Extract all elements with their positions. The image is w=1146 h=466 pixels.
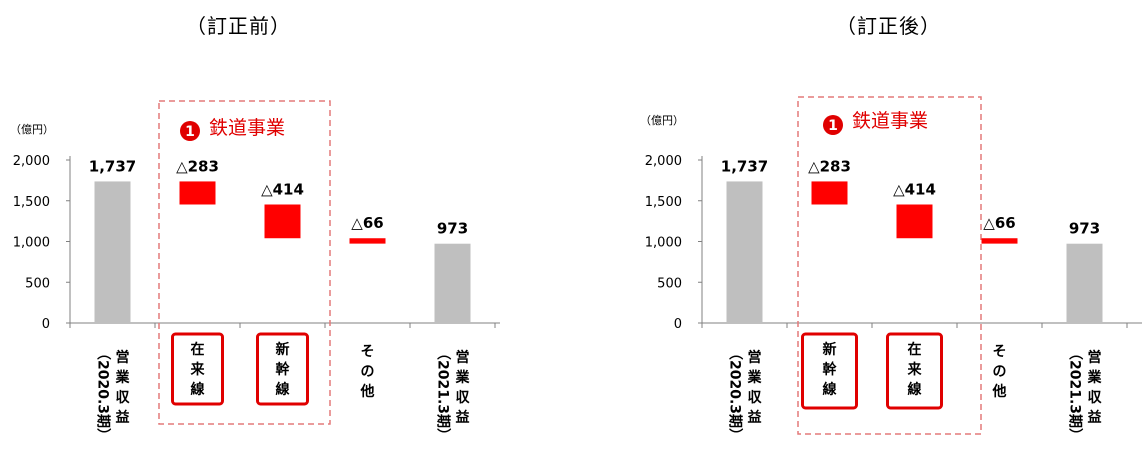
bar-decrease <box>264 204 301 239</box>
group-title: 鉄道事業 <box>852 110 928 132</box>
group-number: 1 <box>828 118 838 134</box>
bar-value-label: 1,737 <box>721 157 768 175</box>
bar-value-label: 1,737 <box>89 157 136 175</box>
panel-title-before: （訂正前） <box>186 14 291 38</box>
y-tick-label: 500 <box>657 276 682 291</box>
category-label-char: 収 <box>116 389 131 406</box>
group-number: 1 <box>185 124 195 140</box>
category-label-char: 業 <box>115 369 131 386</box>
category-highlight-box <box>171 332 224 406</box>
y-tick-label: 2,000 <box>645 154 682 169</box>
category-label-char: 益 <box>748 409 762 426</box>
category-label-char: 来 <box>907 362 923 378</box>
unit-label: （億円） <box>10 123 54 136</box>
category-highlight-box <box>256 332 309 406</box>
category-label-char: 業 <box>747 369 763 386</box>
bar-value-label: 973 <box>437 220 468 238</box>
bar-total <box>1066 243 1103 323</box>
category-label-char: 業 <box>455 369 471 386</box>
bar-value-label: △66 <box>351 214 383 232</box>
bar-decrease <box>349 238 386 244</box>
category-label-char: 他 <box>992 383 1007 400</box>
y-tick-label: 1,000 <box>13 236 50 251</box>
unit-label: （億円） <box>640 114 684 127</box>
group-title: 鉄道事業 <box>209 117 285 139</box>
y-tick-label: 1,500 <box>645 195 682 210</box>
bar-decrease <box>981 238 1018 244</box>
category-label-char: 益 <box>116 409 130 426</box>
category-sub-label: （2021.3期） <box>435 346 451 442</box>
bar-total <box>726 181 763 323</box>
y-tick-label: 0 <box>42 317 50 332</box>
panel-title-after: （訂正後） <box>836 14 941 38</box>
category-label-char: 線 <box>191 381 205 398</box>
category-label-char: 幹 <box>276 361 291 378</box>
y-tick-label: 2,000 <box>13 154 50 169</box>
y-tick-label: 1,500 <box>13 195 50 210</box>
bar-total <box>434 243 471 323</box>
category-label-char: 営 <box>456 349 470 366</box>
category-label-char: 新 <box>276 341 290 358</box>
bar-value-label: △283 <box>176 157 219 175</box>
category-label-char: の <box>993 364 1007 380</box>
category-label-char: 営 <box>1088 349 1102 366</box>
category-highlight-box <box>886 332 943 410</box>
railway-group-box <box>797 96 982 435</box>
category-label-char: 収 <box>456 389 471 406</box>
category-label-char: 業 <box>1087 369 1103 386</box>
category-label-char: 線 <box>276 381 290 398</box>
category-label-char: 営 <box>116 349 130 366</box>
y-tick-label: 0 <box>674 317 682 332</box>
category-label-char: 在 <box>191 341 205 358</box>
category-label-char: そ <box>361 344 375 360</box>
category-label-char: 幹 <box>823 361 838 378</box>
category-label-char: 線 <box>823 381 837 398</box>
bar-decrease <box>896 204 933 239</box>
category-label-char: そ <box>993 344 1007 360</box>
y-tick-label: 1,000 <box>645 236 682 251</box>
category-label-char: 益 <box>456 409 470 426</box>
bar-value-label: △283 <box>808 157 851 175</box>
bar-value-label: △414 <box>261 180 304 198</box>
bar-decrease <box>811 181 848 205</box>
category-label-char: 営 <box>748 349 762 366</box>
railway-group-box <box>158 100 331 425</box>
category-sub-label: （2021.3期） <box>1067 346 1083 442</box>
category-label-char: 線 <box>908 381 922 398</box>
y-tick-label: 500 <box>25 276 50 291</box>
category-label-char: 在 <box>908 341 922 358</box>
category-label-char: の <box>361 364 375 380</box>
category-label-char: 他 <box>360 383 375 400</box>
category-sub-label: （2020.3期） <box>95 346 111 442</box>
bar-value-label: △66 <box>983 214 1015 232</box>
category-label-char: 収 <box>1088 389 1103 406</box>
category-label-char: 新 <box>823 341 837 358</box>
category-highlight-box <box>801 332 858 410</box>
category-label-char: 来 <box>190 362 206 378</box>
bar-value-label: 973 <box>1069 220 1100 238</box>
category-label-char: 益 <box>1088 409 1102 426</box>
group-number-badge <box>823 115 843 135</box>
category-label-char: 収 <box>748 389 763 406</box>
bar-decrease <box>179 181 216 205</box>
group-number-badge <box>180 121 200 141</box>
bar-total <box>94 181 131 323</box>
bar-value-label: △414 <box>893 180 936 198</box>
category-sub-label: （2020.3期） <box>727 346 743 442</box>
